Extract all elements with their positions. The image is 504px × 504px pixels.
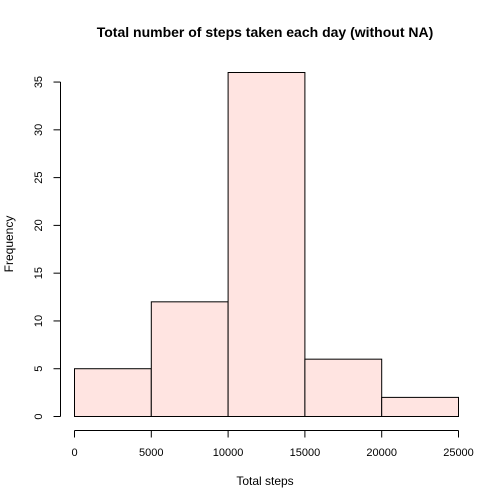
x-tick-label: 25000 <box>443 447 474 459</box>
y-tick-label: 5 <box>33 366 45 372</box>
x-tick-label: 20000 <box>366 447 397 459</box>
x-tick-label: 0 <box>71 447 77 459</box>
x-tick-label: 10000 <box>213 447 244 459</box>
y-tick-label: 10 <box>33 315 45 327</box>
x-tick-label: 15000 <box>290 447 321 459</box>
y-tick-label: 30 <box>33 124 45 136</box>
histogram-bar <box>227 72 306 417</box>
y-tick-label: 15 <box>33 267 45 279</box>
y-tick-label: 35 <box>33 76 45 88</box>
x-tick-label: 5000 <box>139 447 163 459</box>
chart-title: Total number of steps taken each day (wi… <box>97 24 434 40</box>
histogram-bar <box>74 368 152 418</box>
x-axis-title: Total steps <box>236 474 293 488</box>
y-axis-title: Frequency <box>2 216 16 273</box>
y-tick-label: 0 <box>33 413 45 419</box>
y-axis: 0 5 10 15 20 25 30 35 <box>33 76 61 420</box>
histogram-bar <box>150 301 229 418</box>
x-axis: 0 5000 10000 15000 20000 25000 <box>71 430 474 459</box>
bars-group <box>74 72 460 418</box>
y-tick-label: 20 <box>33 219 45 231</box>
histogram-bar <box>304 358 383 417</box>
y-tick-label: 25 <box>33 171 45 183</box>
histogram-bar <box>381 396 460 417</box>
